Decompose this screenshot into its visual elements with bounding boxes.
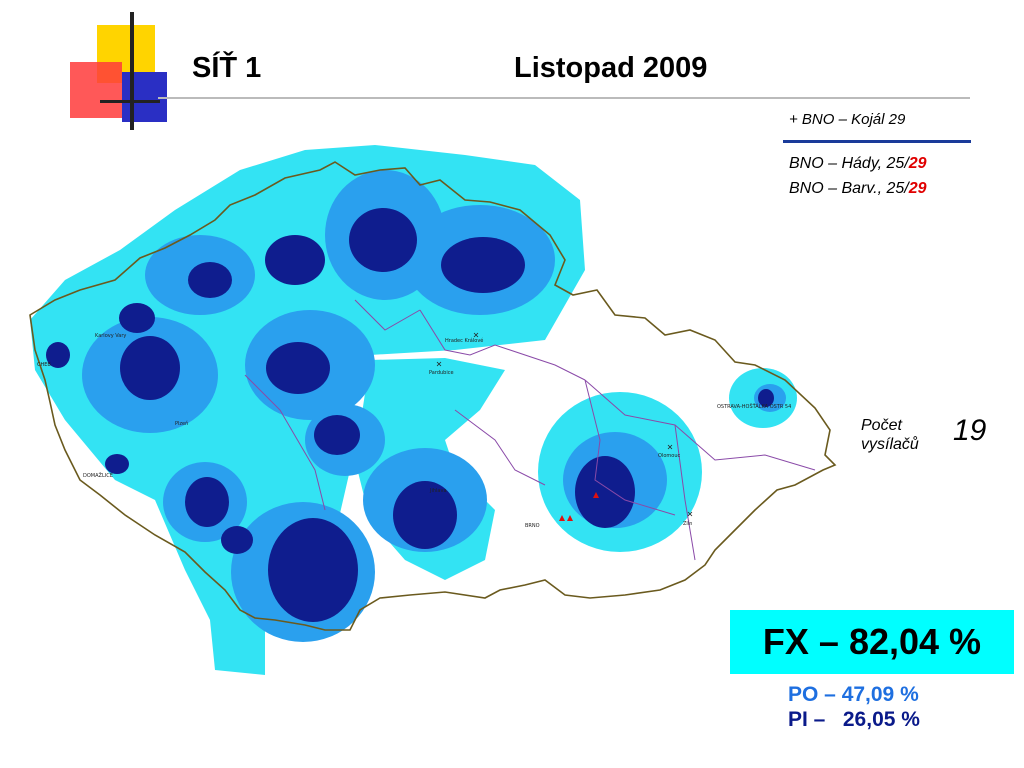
transmitter-markers <box>559 492 599 521</box>
pi-coverage-label: PI – <box>788 708 826 731</box>
info-barv: BNO – Barv., 25/29 <box>789 180 927 198</box>
svg-text:Pardubice: Pardubice <box>429 370 454 376</box>
header-rule <box>158 97 970 99</box>
info-barv-value: 29 <box>908 180 927 197</box>
pi-coverage-value: 26,05 % <box>842 708 920 731</box>
fx-coverage-box: FX – 82,04 % <box>730 610 1014 674</box>
page-title: SÍŤ 1 <box>192 52 262 84</box>
fx-coverage-text: FX – 82,04 % <box>762 621 982 662</box>
transmitter-count-label-line1: Počet <box>861 417 902 434</box>
svg-text:Hradec Králové: Hradec Králové <box>445 337 483 344</box>
transmitter-count-value: 19 <box>953 414 987 447</box>
transmitter-count-label: Počet vysílačů <box>861 416 919 454</box>
po-coverage-text: PO – 47,09 % <box>788 683 919 706</box>
logo-red-square <box>70 62 122 118</box>
svg-text:BRNO: BRNO <box>525 523 540 529</box>
page-date: Listopad 2009 <box>514 52 708 84</box>
info-hady-value: 29 <box>908 155 927 172</box>
logo-vertical-line <box>130 12 134 130</box>
svg-text:OSTRAVA-HOŠŤÁLKA OSTR 54: OSTRAVA-HOŠŤÁLKA OSTR 54 <box>717 402 791 410</box>
pi-coverage: PI – 26,05 % <box>788 708 920 732</box>
map-labels: CHEB Karlovy Vary DOMAŽLICE Plzeň Hradec… <box>37 333 791 529</box>
svg-text:Zlín: Zlín <box>683 520 692 527</box>
info-hady: BNO – Hády, 25/29 <box>789 155 927 173</box>
strong-coverage <box>46 208 774 622</box>
logo-horizontal-line <box>100 100 160 103</box>
svg-text:Karlovy Vary: Karlovy Vary <box>95 333 126 339</box>
svg-text:Jihlava: Jihlava <box>429 488 447 494</box>
coverage-map: CHEB Karlovy Vary DOMAŽLICE Plzeň Hradec… <box>29 145 837 675</box>
transmitter-count-label-line2: vysílačů <box>861 436 919 453</box>
svg-text:CHEB: CHEB <box>37 362 51 368</box>
svg-text:Olomouc: Olomouc <box>658 453 680 459</box>
info-hady-text: BNO – Hády, 25/ <box>789 155 909 172</box>
city-markers <box>436 332 693 517</box>
region-boundaries <box>244 299 816 561</box>
info-barv-text: BNO – Barv., 25/ <box>789 180 909 197</box>
info-divider <box>783 140 971 143</box>
svg-text:DOMAŽLICE: DOMAŽLICE <box>83 471 113 479</box>
info-kojal: + BNO – Kojál 29 <box>789 111 906 128</box>
country-border <box>29 161 837 631</box>
svg-text:Plzeň: Plzeň <box>175 420 188 427</box>
